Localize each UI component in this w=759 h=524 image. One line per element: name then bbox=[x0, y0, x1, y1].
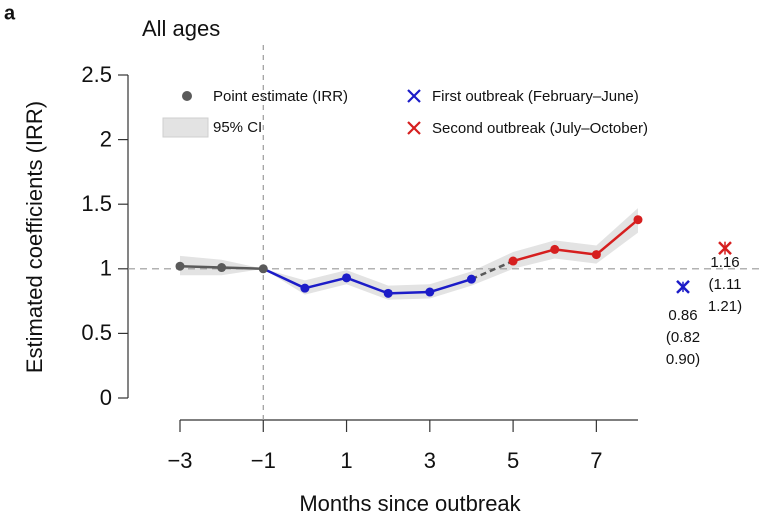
line-segment bbox=[512, 248, 556, 263]
y-tick-label: 2.5 bbox=[81, 62, 112, 87]
point bbox=[508, 256, 518, 266]
legend-label: Second outbreak (July–October) bbox=[432, 120, 648, 137]
x-tick-label: 1 bbox=[340, 448, 352, 473]
point bbox=[175, 261, 185, 271]
pooled-marker bbox=[676, 280, 690, 294]
x-axis-label: Months since outbreak bbox=[299, 491, 521, 516]
point bbox=[258, 264, 268, 274]
legend-marker bbox=[407, 121, 421, 135]
point bbox=[466, 274, 476, 284]
y-tick-label: 1 bbox=[100, 256, 112, 281]
line-segment bbox=[470, 259, 514, 281]
pooled-marker bbox=[718, 241, 732, 256]
pooled-label: (1.11 bbox=[708, 276, 741, 293]
ci-band bbox=[180, 208, 638, 300]
legend-label: Point estimate (IRR) bbox=[213, 88, 348, 105]
point bbox=[633, 215, 643, 225]
line-segment bbox=[346, 276, 389, 295]
y-tick-label: 0 bbox=[100, 385, 112, 410]
point bbox=[300, 283, 310, 293]
x-tick-label: 3 bbox=[424, 448, 436, 473]
line-segment bbox=[262, 267, 306, 290]
point bbox=[383, 288, 393, 298]
y-tick-label: 0.5 bbox=[81, 320, 112, 345]
y-axis-label: Estimated coefficients (IRR) bbox=[22, 101, 47, 373]
point bbox=[425, 287, 435, 297]
x-tick-label: −3 bbox=[167, 448, 192, 473]
panel-label: a bbox=[4, 2, 16, 24]
legend-label: First outbreak (February–June) bbox=[432, 88, 639, 105]
pooled-label: 1.16 bbox=[710, 254, 739, 271]
line-segment bbox=[429, 277, 472, 294]
line-segment bbox=[221, 266, 264, 271]
point bbox=[550, 244, 560, 254]
pooled-label: 0.90) bbox=[666, 351, 700, 368]
line-segment bbox=[304, 276, 347, 290]
legend-label: 95% CI bbox=[213, 119, 262, 136]
pooled-label: 1.21) bbox=[708, 298, 742, 315]
line-segment bbox=[554, 248, 597, 256]
legend-ci-swatch bbox=[162, 117, 209, 138]
x-tick-label: 7 bbox=[590, 448, 602, 473]
point bbox=[342, 273, 352, 283]
line-segment bbox=[179, 264, 222, 269]
x-tick-label: 5 bbox=[507, 448, 519, 473]
pooled-label: (0.82 bbox=[666, 329, 700, 346]
pooled-label: 0.86 bbox=[668, 307, 697, 324]
point bbox=[591, 250, 601, 260]
x-tick-label: −1 bbox=[251, 448, 276, 473]
legend-marker bbox=[407, 89, 421, 103]
legend-point-swatch bbox=[182, 91, 192, 101]
chart-title: All ages bbox=[142, 16, 220, 41]
y-tick-label: 2 bbox=[100, 126, 112, 151]
line-segment bbox=[388, 290, 430, 295]
y-tick-label: 1.5 bbox=[81, 191, 112, 216]
point bbox=[217, 263, 227, 273]
line-segment bbox=[595, 218, 639, 256]
